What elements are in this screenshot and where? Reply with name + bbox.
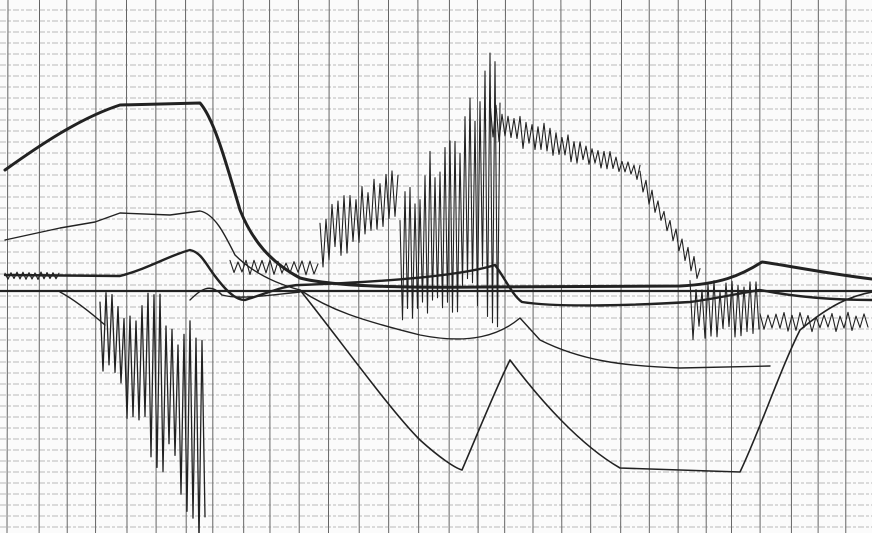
grid-line-vertical (127, 0, 128, 533)
page: (() => { const svg = document.getElement… (0, 0, 872, 533)
recorder-sheet (0, 0, 872, 533)
